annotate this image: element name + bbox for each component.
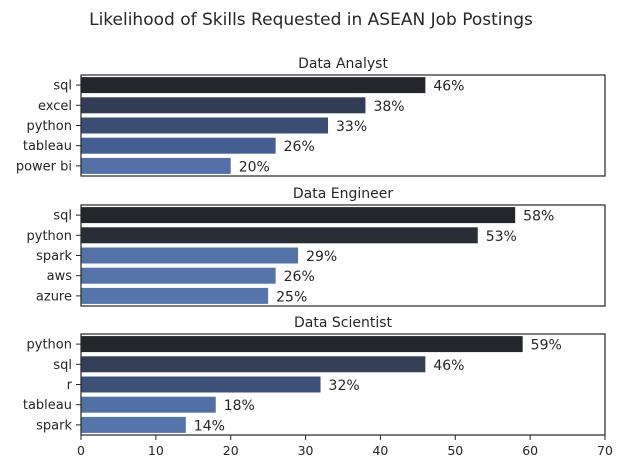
ytick-label-data-scientist-4: spark [36, 418, 72, 433]
data-label-data-analyst-1: 38% [373, 99, 404, 115]
bar-data-engineer-2 [81, 247, 299, 264]
ytick-label-data-analyst-2: python [27, 119, 72, 134]
chart-title: Likelihood of Skills Requested in ASEAN … [89, 10, 533, 30]
data-label-data-scientist-3: 18% [224, 398, 255, 414]
bar-data-analyst-3 [81, 137, 276, 154]
bar-data-engineer-0 [81, 207, 516, 224]
xtick-label-6: 60 [522, 443, 538, 458]
xtick-label-7: 70 [597, 443, 613, 458]
data-label-data-scientist-1: 46% [433, 358, 464, 374]
panel-frame-data-engineer [80, 204, 606, 307]
bar-data-analyst-1 [81, 97, 366, 114]
bar-data-scientist-3 [81, 396, 216, 413]
panel-title-data-engineer: Data Engineer [293, 186, 393, 202]
bar-data-analyst-4 [81, 157, 231, 174]
xtick-label-0: 0 [77, 443, 85, 458]
xtick-label-5: 50 [447, 443, 463, 458]
ytick-label-data-engineer-3: aws [47, 269, 73, 284]
panel-title-data-scientist: Data Scientist [294, 315, 393, 331]
data-label-data-scientist-2: 32% [329, 378, 360, 394]
data-label-data-analyst-0: 46% [433, 79, 464, 95]
ytick-label-data-analyst-4: power bi [16, 159, 72, 174]
data-label-data-engineer-2: 29% [306, 249, 337, 265]
xtick-label-2: 20 [223, 443, 239, 458]
bar-data-analyst-2 [81, 117, 329, 134]
ytick-label-data-scientist-2: r [67, 378, 73, 393]
bar-data-scientist-4 [81, 416, 186, 433]
ytick-label-data-analyst-3: tableau [23, 139, 72, 154]
ytick-label-data-engineer-1: python [27, 229, 72, 244]
ytick-label-data-scientist-3: tableau [23, 398, 72, 413]
bar-data-scientist-0 [81, 336, 523, 353]
data-label-data-analyst-3: 26% [284, 139, 315, 155]
ytick-label-data-engineer-4: azure [36, 289, 72, 304]
data-label-data-analyst-4: 20% [239, 159, 270, 175]
bar-data-engineer-3 [81, 267, 276, 284]
ytick-label-data-analyst-0: sql [53, 79, 72, 94]
bar-data-scientist-1 [81, 356, 426, 373]
ytick-label-data-scientist-1: sql [53, 358, 72, 373]
ytick-label-data-engineer-2: spark [36, 249, 72, 264]
xtick-label-3: 30 [298, 443, 314, 458]
data-label-data-scientist-4: 14% [194, 418, 225, 434]
bar-data-scientist-2 [81, 376, 321, 393]
data-label-data-analyst-2: 33% [336, 119, 367, 135]
data-label-data-engineer-3: 26% [284, 269, 315, 285]
ytick-label-data-analyst-1: excel [38, 99, 72, 114]
data-label-data-engineer-0: 58% [523, 209, 554, 225]
bar-data-engineer-1 [81, 227, 478, 244]
panel-title-data-analyst: Data Analyst [298, 56, 388, 72]
xtick-label-4: 40 [372, 443, 388, 458]
ytick-label-data-scientist-0: python [27, 338, 72, 353]
bar-data-analyst-0 [81, 77, 426, 94]
panel-frame-data-scientist [80, 333, 606, 436]
data-label-data-scientist-0: 59% [531, 338, 562, 354]
xtick-label-1: 10 [148, 443, 164, 458]
bar-data-engineer-4 [81, 287, 269, 304]
data-label-data-engineer-4: 25% [276, 289, 307, 305]
ytick-label-data-engineer-0: sql [53, 209, 72, 224]
data-label-data-engineer-1: 53% [486, 229, 517, 245]
panel-frame-data-analyst [80, 74, 606, 177]
